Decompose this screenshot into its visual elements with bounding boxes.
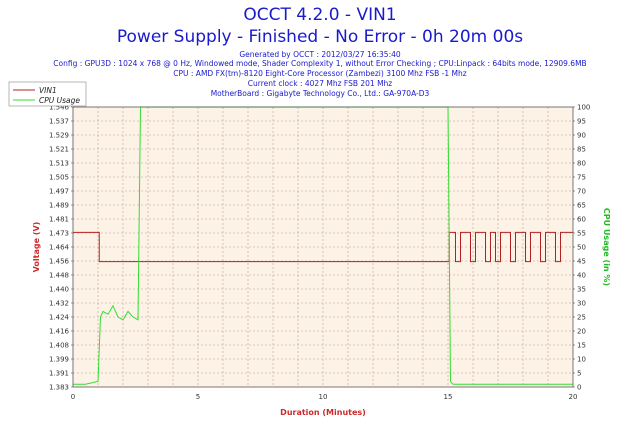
y-right-tick-label: 95: [577, 118, 586, 126]
y-left-tick-label: 1.391: [49, 370, 69, 378]
y-right-tick-label: 80: [577, 160, 586, 168]
x-tick-label: 10: [319, 393, 328, 401]
config-info: Config : GPU3D : 1024 x 768 @ 0 Hz, Wind…: [53, 59, 586, 68]
x-axis-label: Duration (Minutes): [280, 408, 366, 417]
y-left-tick-label: 1.521: [49, 146, 69, 154]
y-right-tick-label: 10: [577, 356, 586, 364]
legend-box: [8, 81, 87, 107]
y-right-tick-label: 50: [577, 244, 586, 252]
axis-ticks: 1.383 1.391 1.399 1.408 1.416 1.424 1.432 1.440…: [49, 104, 590, 402]
plot-border: [72, 106, 574, 388]
y-right-tick-label: 75: [577, 174, 586, 182]
cpu-info: CPU : AMD FX(tm)-8120 Eight-Core Process…: [173, 69, 467, 78]
y-right-tick-label: 5: [577, 370, 581, 378]
x-tick-label: 0: [71, 393, 75, 401]
y-right-tick-label: 45: [577, 258, 586, 266]
y-right-tick-label: 55: [577, 230, 586, 238]
y-right-tick-label: 30: [577, 300, 586, 308]
legend-label-cpu: CPU Usage: [39, 96, 80, 105]
y-left-tick-label: 1.408: [49, 342, 69, 350]
y-right-tick-label: 20: [577, 328, 586, 336]
y-right-tick-label: 40: [577, 272, 586, 280]
y-left-tick-label: 1.456: [49, 258, 70, 266]
y-left-tick-label: 1.473: [49, 230, 69, 238]
y-left-tick-label: 1.464: [49, 244, 70, 252]
chart-subtitle: Power Supply - Finished - No Error - 0h …: [117, 27, 523, 47]
legend: VIN1 CPU Usage: [8, 81, 87, 107]
generated-info: Generated by OCCT : 2012/03/27 16:35:40: [239, 50, 401, 59]
y-left-tick-label: 1.448: [49, 272, 69, 280]
grid-lines: [73, 107, 573, 387]
y-right-tick-label: 15: [577, 342, 586, 350]
y-right-tick-label: 35: [577, 286, 586, 294]
legend-label-vin1: VIN1: [39, 86, 57, 95]
y-right-tick-label: 85: [577, 146, 586, 154]
y-left-tick-label: 1.489: [49, 202, 69, 210]
chart-title: OCCT 4.2.0 - VIN1: [243, 5, 396, 25]
y-right-tick-label: 70: [577, 188, 586, 196]
y-axis-left-label: Voltage (V): [32, 222, 41, 273]
y-left-tick-label: 1.529: [49, 132, 69, 140]
y-left-tick-label: 1.505: [49, 174, 69, 182]
y-right-tick-label: 60: [577, 216, 586, 224]
y-left-tick-label: 1.537: [49, 118, 69, 126]
y-right-tick-label: 25: [577, 314, 586, 322]
x-tick-label: 15: [444, 393, 453, 401]
y-left-tick-label: 1.399: [49, 356, 69, 364]
y-left-tick-label: 1.440: [49, 286, 69, 294]
y-left-tick-label: 1.432: [49, 300, 69, 308]
y-left-tick-label: 1.383: [49, 384, 69, 392]
y-right-tick-label: 100: [577, 104, 590, 112]
y-left-tick-label: 1.513: [49, 160, 69, 168]
motherboard-info: MotherBoard : Gigabyte Technology Co., L…: [211, 89, 430, 98]
x-tick-label: 20: [569, 393, 578, 401]
y-right-tick-label: 65: [577, 202, 586, 210]
y-left-tick-label: 1.416: [49, 328, 70, 336]
y-left-tick-label: 1.424: [49, 314, 70, 322]
y-axis-right-label: CPU Usage (in %): [602, 208, 611, 286]
clock-info: Current clock : 4027 Mhz FSB 201 Mhz: [248, 79, 393, 88]
y-left-tick-label: 1.546: [49, 104, 70, 112]
x-tick-label: 5: [196, 393, 200, 401]
y-left-tick-label: 1.481: [49, 216, 69, 224]
y-right-tick-label: 90: [577, 132, 586, 140]
y-left-tick-label: 1.497: [49, 188, 69, 196]
y-right-tick-label: 0: [577, 384, 581, 392]
series-line-vin1: [73, 231, 573, 263]
